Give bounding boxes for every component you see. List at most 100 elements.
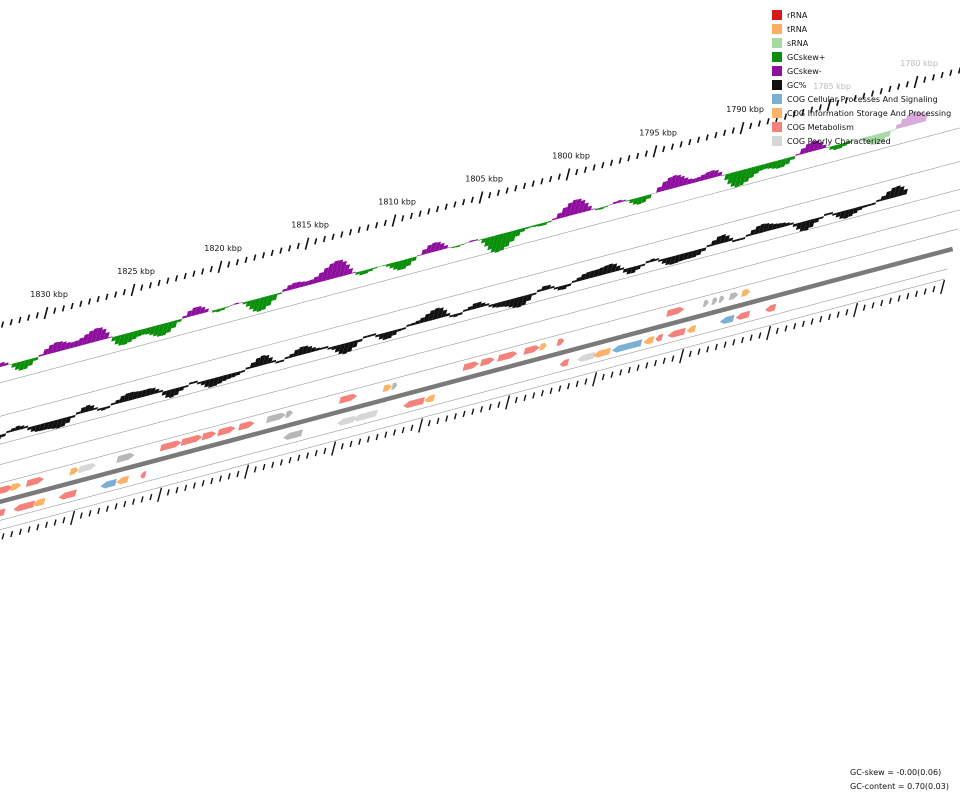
gc-content-bar xyxy=(828,211,834,216)
gc-skew-positive-bar xyxy=(368,267,374,272)
skew-baseline xyxy=(0,127,960,384)
gc-content-bar xyxy=(173,387,181,396)
gc-content-bar xyxy=(512,297,520,309)
legend-item-cog-information: COG Information Storage And Processing xyxy=(772,106,951,120)
minor-tick xyxy=(27,314,31,321)
minor-tick xyxy=(53,307,57,314)
minor-tick xyxy=(801,108,805,116)
inner-minor-tick xyxy=(462,410,466,418)
gc-content-bar xyxy=(96,407,102,412)
inner-minor-tick xyxy=(697,348,701,355)
gc-skew-negative-bar xyxy=(708,169,715,179)
gc-skew-negative-bar xyxy=(234,302,239,305)
gc-content-bar xyxy=(847,208,855,218)
gc-content-bar xyxy=(346,340,355,353)
gc-skew-positive-bar xyxy=(389,262,396,269)
gc-skew-negative-bar xyxy=(447,246,452,249)
inner-minor-tick xyxy=(897,295,901,302)
gc-skew-negative-bar xyxy=(290,282,297,290)
minor-tick xyxy=(644,150,648,157)
inner-minor-tick xyxy=(532,392,536,399)
gc-skew-negative-bar xyxy=(712,169,719,178)
inner-minor-tick xyxy=(636,364,640,371)
kbp-label: 1810 kbp xyxy=(378,198,416,207)
minor-tick xyxy=(357,226,361,234)
inner-major-tick xyxy=(505,395,511,410)
gc-skew-positive-bar xyxy=(406,257,413,267)
inner-minor-tick xyxy=(862,304,866,311)
gc-skew-positive-bar xyxy=(171,319,178,329)
gc-skew-positive-bar xyxy=(738,168,748,186)
gc-content-bar xyxy=(687,250,694,260)
major-tick xyxy=(913,75,919,89)
gc-skew-negative-bar xyxy=(0,361,5,368)
gene-feature xyxy=(116,452,135,463)
gc-content-bar xyxy=(306,345,313,354)
gene-feature xyxy=(77,463,97,474)
gc-skew-negative-bar xyxy=(438,242,445,251)
gc-content-bar xyxy=(30,425,37,432)
inner-minor-tick xyxy=(723,341,727,348)
gc-content-bar xyxy=(110,402,116,406)
inner-minor-tick xyxy=(349,440,353,448)
gc-content-bar xyxy=(754,225,761,235)
gc-skew-positive-bar xyxy=(487,235,496,251)
gc-content-bar xyxy=(183,384,189,388)
gc-content-bar xyxy=(710,239,717,247)
gc-content-bar xyxy=(245,366,251,370)
gene-feature xyxy=(577,351,596,362)
gc-content-bar xyxy=(654,258,660,262)
gc-skew-negative-bar xyxy=(682,177,689,186)
gc-content-bar xyxy=(419,317,426,324)
stats-box: GC-skew = -0.00(0.06) GC-content = 0.70(… xyxy=(850,766,949,794)
gc-content-bar xyxy=(267,356,273,365)
gc-content-bar xyxy=(531,292,537,296)
gc-content-bar xyxy=(701,247,707,252)
gc-content-bar xyxy=(258,354,266,367)
gene-features xyxy=(0,289,777,517)
gc-skew-positive-bar xyxy=(641,195,648,204)
gc-skew-negative-bar xyxy=(804,143,811,154)
gc-content-bar xyxy=(284,356,290,360)
gc-content-bar xyxy=(876,199,881,203)
minor-tick xyxy=(270,249,274,257)
gc-skew-negative-bar xyxy=(316,272,324,283)
gc-content-bar xyxy=(161,390,167,396)
inner-minor-tick xyxy=(314,450,318,457)
minor-tick xyxy=(609,159,614,167)
gc-content-bar xyxy=(410,322,416,326)
cog-information-swatch xyxy=(772,108,782,118)
minor-tick xyxy=(583,166,587,173)
inner-minor-tick xyxy=(366,436,370,443)
gene-feature xyxy=(735,310,751,320)
gc-skew-positive-bar xyxy=(261,295,269,311)
gc-content-stat: GC-content = 0.70(0.03) xyxy=(850,782,949,791)
gc-content-bar xyxy=(889,187,897,199)
kbp-label: 1780 kbp xyxy=(900,59,938,68)
gc-content-bar xyxy=(338,343,346,355)
kbp-label: 1805 kbp xyxy=(465,175,503,184)
gc-skew-negative-bar xyxy=(38,354,44,357)
kbp-label: 1785 kbp xyxy=(813,82,851,91)
inner-major-tick xyxy=(592,372,598,387)
gc-content-bar xyxy=(835,211,842,218)
inner-minor-tick xyxy=(784,325,788,332)
legend-label: tRNA xyxy=(787,24,808,34)
legend-item-gc-percent: GC% xyxy=(772,78,951,92)
gc-content-bar xyxy=(200,380,207,386)
gc-content-bar xyxy=(253,357,261,368)
minor-tick xyxy=(375,222,379,229)
minor-tick xyxy=(766,118,770,125)
gc-content-bar xyxy=(169,388,176,399)
gc-content-bar xyxy=(0,434,2,440)
gc-skew-negative-bar xyxy=(608,203,613,206)
minor-tick xyxy=(549,175,553,183)
inner-minor-tick xyxy=(688,350,692,358)
gc-skew-negative-bar xyxy=(42,348,49,356)
gc-content-bar xyxy=(661,257,668,264)
gc-skew-positive-bar xyxy=(111,336,117,342)
gc-content-bar xyxy=(728,237,734,242)
gene-feature xyxy=(382,384,393,393)
gc-content-bar xyxy=(231,372,237,378)
minor-tick xyxy=(235,258,239,266)
